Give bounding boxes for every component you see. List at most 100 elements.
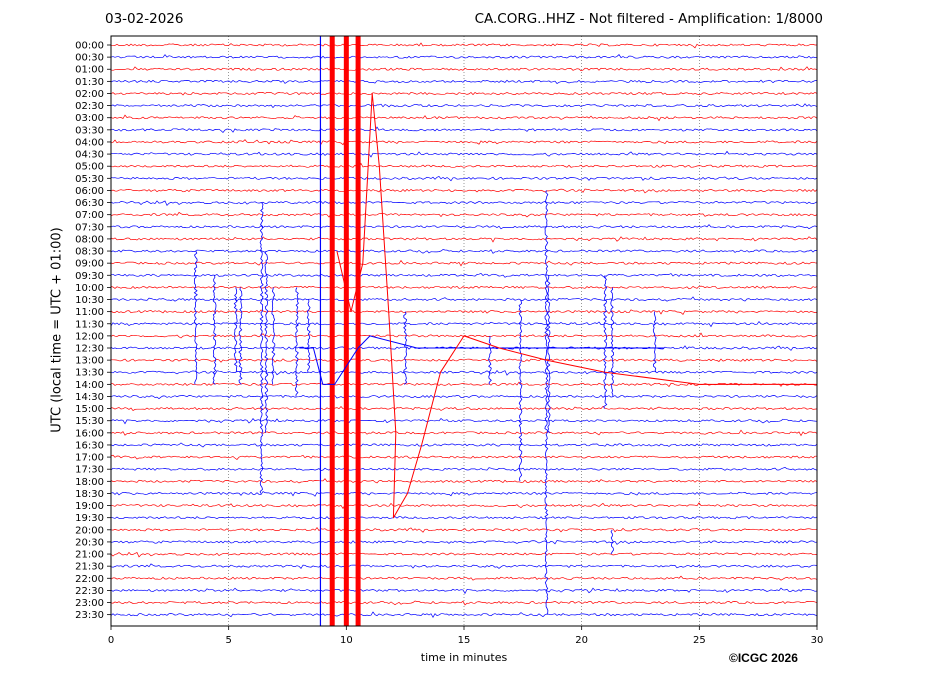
y-tick-label: 07:00 [75,210,104,221]
trace-10:00 [110,285,818,290]
y-tick-label: 22:00 [75,574,104,585]
trace-15:30 [110,418,818,425]
trace-11:00 [110,309,818,315]
spike-event [259,202,264,494]
trace-04:30 [110,150,818,158]
trace-06:30 [110,200,818,207]
y-tick-label: 06:00 [75,186,104,197]
spike-event [546,275,551,434]
spike-event [488,335,492,385]
y-tick-label: 23:00 [75,598,104,609]
y-tick-label: 14:00 [75,380,104,391]
spike-event [271,287,276,385]
spike-event [238,287,243,385]
spike-event [212,275,217,385]
trace-21:30 [110,563,818,569]
spike-event [518,299,523,482]
spike-event [306,299,311,373]
y-tick-label: 13:00 [75,356,104,367]
trace-05:00 [110,162,818,168]
y-tick-label: 18:00 [75,477,104,488]
trace-13:30 [110,370,818,376]
saturated-red-band [343,36,349,626]
y-tick-label: 02:00 [75,89,104,100]
spike-event [610,287,615,397]
trace-14:30 [110,394,818,400]
y-tick-label: 15:30 [75,416,104,427]
trace-07:00 [110,211,818,218]
y-tick-label: 00:00 [75,41,104,52]
spike-event [233,287,238,373]
spike-event [193,250,198,385]
spike-event [403,311,408,385]
y-tick-label: 18:30 [75,489,104,500]
y-tick-label: 16:30 [75,440,104,451]
y-tick-label: 07:30 [75,222,104,233]
y-tick-label: 20:30 [75,537,104,548]
copyright-label: ©ICGC 2026 [729,651,798,665]
y-tick-label: 12:00 [75,331,104,342]
y-tick-label: 21:30 [75,562,104,573]
y-tick-label: 17:00 [75,453,104,464]
date-label: 03-02-2026 [105,11,184,27]
y-tick-label: 17:30 [75,465,104,476]
y-tick-label: 10:30 [75,295,104,306]
trace-03:00 [110,114,818,122]
trace-09:30 [110,272,818,279]
y-tick-label: 03:30 [75,125,104,136]
y-tick-label: 04:00 [75,137,104,148]
trace-09:00 [110,259,818,267]
trace-13:00 [110,358,818,363]
y-tick-label: 15:00 [75,404,104,415]
trace-11:30 [110,321,818,328]
y-tick-label: 21:00 [75,550,104,561]
y-tick-label: 22:30 [75,586,104,597]
y-tick-label: 09:30 [75,271,104,282]
trace-23:00 [110,600,818,606]
trace-06:00 [110,188,818,194]
y-tick-label: 20:00 [75,525,104,536]
x-tick-label: 25 [693,635,706,646]
y-tick-label: 13:30 [75,368,104,379]
trace-01:00 [110,66,818,72]
trace-20:00 [110,526,817,533]
y-tick-label: 19:00 [75,501,104,512]
trace-12:00 [110,332,818,339]
trace-16:00 [110,429,818,437]
trace-21:00 [110,551,818,558]
trace-23:30 [110,611,818,619]
trace-02:00 [110,91,818,96]
trace-18:30 [110,491,818,497]
y-tick-label: 19:30 [75,513,104,524]
trace-16:30 [110,442,818,448]
trace-12:30 [110,345,818,351]
trace-02:30 [110,103,818,109]
y-tick-label: 08:00 [75,234,104,245]
y-tick-label: 16:00 [75,428,104,439]
x-tick-label: 5 [225,635,231,646]
trace-07:30 [110,224,818,230]
y-tick-label: 08:30 [75,247,104,258]
y-tick-label: 09:00 [75,259,104,270]
saturated-red-band [355,36,361,626]
trace-18:00 [110,478,818,484]
y-tick-label: 05:00 [75,162,104,173]
x-tick-label: 30 [811,635,824,646]
spike-event [544,190,549,615]
trace-08:30 [110,249,818,254]
trace-20:30 [110,540,818,545]
trace-01:30 [110,79,818,84]
trace-22:30 [110,587,818,595]
trace-00:00 [110,42,817,49]
trace-03:30 [110,126,818,134]
trace-15:00 [110,405,818,412]
trace-00:30 [110,53,818,59]
trace-22:00 [110,575,818,581]
y-tick-label: 01:30 [75,77,104,88]
long-period-red-curve [336,93,817,519]
y-axis-label: UTC (local time = UTC + 01:00) [49,227,65,433]
spike-event [264,250,269,433]
trace-05:30 [110,175,818,182]
spike-event [652,311,657,373]
